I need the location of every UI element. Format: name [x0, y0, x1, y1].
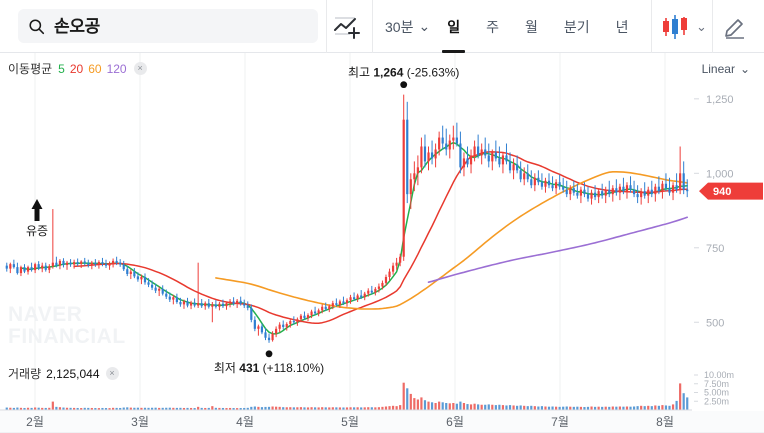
toolbar-divider-1 [326, 0, 327, 53]
chevron-down-icon: ⌄ [739, 62, 750, 76]
svg-text:최고 1,264 (-25.63%): 최고 1,264 (-25.63%) [348, 66, 459, 80]
toolbar-divider-4 [712, 0, 713, 53]
svg-text:최저 431 (+118.10%): 최저 431 (+118.10%) [214, 361, 324, 375]
svg-text:FINANCIAL: FINANCIAL [8, 325, 126, 348]
interval-label: 30분 [385, 18, 414, 35]
chart-plot-area[interactable]: NAVER FINANCIAL 500 750 1,000 1,250 2.50m 5.00m… [0, 53, 764, 433]
ma-legend-close-icon[interactable]: × [133, 62, 147, 75]
period-tab-quarter[interactable]: 분기 [551, 0, 603, 53]
period-label: 년 [615, 18, 629, 35]
ma-period-120[interactable]: 120 [106, 61, 127, 76]
search-icon [29, 18, 45, 34]
svg-text:10.00m: 10.00m [704, 370, 734, 380]
svg-text:NAVER: NAVER [8, 303, 82, 326]
svg-text:5.00m: 5.00m [704, 388, 729, 398]
svg-text:4월: 4월 [236, 415, 254, 429]
svg-text:1,250: 1,250 [706, 94, 734, 106]
chevron-down-icon: ⌄ [696, 18, 707, 34]
svg-text:6월: 6월 [446, 415, 464, 429]
search-input[interactable]: 손오공 [18, 9, 318, 43]
scale-dropdown[interactable]: Linear ⌄ [702, 62, 750, 76]
svg-text:2월: 2월 [26, 415, 44, 429]
ma-legend: 이동평균 5 20 60 120 × [8, 60, 147, 77]
period-label: 월 [524, 18, 538, 35]
search-value: 손오공 [54, 16, 101, 36]
volume-legend-close-icon[interactable]: × [105, 367, 119, 380]
interval-dropdown[interactable]: 30분 ⌄ [385, 0, 434, 53]
svg-text:7월: 7월 [551, 415, 569, 429]
svg-text:750: 750 [706, 243, 724, 255]
svg-text:2.50m: 2.50m [704, 396, 729, 406]
volume-legend: 거래량 2,125,044 × [8, 365, 119, 382]
svg-text:8월: 8월 [656, 415, 674, 429]
svg-text:유증: 유증 [26, 224, 48, 238]
chart-add-icon[interactable] [333, 14, 361, 40]
period-tab-week[interactable]: 주 [473, 0, 512, 53]
volume-legend-title: 거래량 [8, 367, 42, 381]
volume-legend-value: 2,125,044 [46, 366, 100, 381]
chart-type-dropdown[interactable]: ⌄ [660, 0, 707, 53]
toolbar-divider-3 [651, 0, 652, 53]
ma-period-60[interactable]: 60 [88, 61, 102, 76]
candlestick-icon [663, 14, 687, 39]
ma-period-5[interactable]: 5 [58, 61, 65, 76]
svg-text:3월: 3월 [131, 415, 149, 429]
svg-text:5월: 5월 [341, 415, 359, 429]
toolbar-divider-2 [372, 0, 373, 53]
top-toolbar: 손오공 30분 ⌄ 일 주 월 분기 [0, 0, 764, 53]
svg-text:7.50m: 7.50m [704, 379, 729, 389]
period-label: 일 [447, 18, 461, 35]
svg-text:1,000: 1,000 [706, 168, 734, 180]
pencil-icon [725, 18, 744, 39]
period-selector: 30분 ⌄ 일 주 월 분기 년 [385, 0, 642, 53]
svg-text:940: 940 [713, 186, 731, 198]
chevron-down-icon: ⌄ [418, 18, 431, 34]
ma-period-20[interactable]: 20 [69, 61, 84, 76]
period-label: 주 [486, 18, 499, 35]
draw-tool-button[interactable] [722, 0, 748, 53]
period-tab-day[interactable]: 일 [434, 0, 473, 53]
ma-legend-title: 이동평균 [8, 62, 53, 76]
svg-text:500: 500 [706, 317, 724, 329]
period-label: 분기 [563, 18, 590, 35]
period-tab-year[interactable]: 년 [603, 0, 642, 53]
period-tab-month[interactable]: 월 [512, 0, 551, 53]
scale-label: Linear [701, 62, 735, 76]
